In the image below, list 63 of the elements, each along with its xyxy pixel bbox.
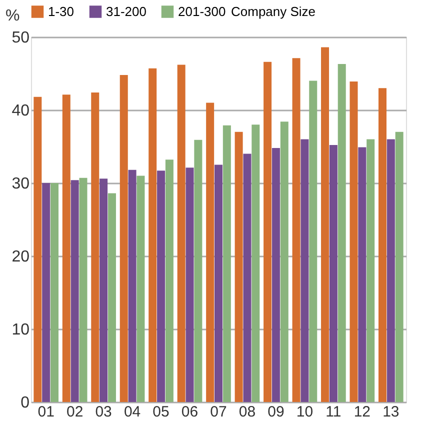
bar	[186, 168, 194, 402]
bar	[42, 183, 50, 402]
bar	[321, 47, 330, 402]
bar	[62, 94, 70, 402]
y-tick-label: 30	[12, 176, 30, 192]
y-axis-title: %	[6, 8, 20, 24]
x-tick-label: 11	[326, 404, 342, 420]
legend-label: 31-200	[106, 4, 146, 19]
y-tick-label: 40	[12, 102, 30, 120]
legend-label: 1-30	[48, 4, 74, 19]
bar	[300, 139, 309, 402]
bar	[79, 178, 88, 402]
bar	[214, 164, 222, 402]
x-tick-label: 09	[268, 404, 284, 420]
bar	[309, 80, 318, 402]
y-tick-label: 50	[12, 30, 30, 46]
bar	[157, 170, 166, 402]
x-tick-label: 06	[181, 404, 198, 420]
bar	[366, 139, 375, 402]
bar	[358, 147, 366, 402]
y-tick-label: 10	[12, 322, 30, 338]
bar	[194, 140, 202, 402]
bar	[378, 88, 386, 402]
x-tick-label: 01	[38, 404, 54, 420]
bar	[252, 124, 260, 402]
bar	[243, 154, 252, 402]
bar	[272, 148, 280, 402]
bar	[329, 145, 338, 402]
bar	[222, 125, 231, 402]
bar	[264, 62, 272, 402]
bar	[50, 183, 59, 402]
bar	[34, 96, 42, 402]
bar	[280, 122, 288, 402]
x-tick-label: 10	[296, 404, 314, 420]
bar	[292, 58, 300, 402]
bar	[234, 132, 243, 402]
x-tick-label: 08	[238, 404, 256, 420]
bar	[91, 92, 100, 402]
x-tick-label: 12	[354, 404, 371, 420]
legend-title: Company Size	[231, 4, 316, 19]
bar	[108, 193, 116, 402]
x-tick-label: 05	[152, 404, 170, 420]
bar	[148, 68, 157, 402]
bar	[128, 170, 136, 402]
bar	[165, 160, 174, 402]
bar	[120, 74, 128, 402]
bar	[206, 102, 214, 402]
y-tick-label: 0	[20, 394, 30, 412]
x-tick-label: 02	[66, 404, 84, 420]
bar	[177, 64, 186, 402]
bar	[70, 180, 79, 402]
bar	[136, 176, 145, 402]
bar	[350, 82, 358, 402]
x-tick-label: 13	[382, 404, 400, 420]
bar	[395, 132, 404, 402]
y-tick-label: 20	[12, 248, 30, 266]
x-tick-label: 07	[210, 404, 227, 420]
legend-label: 201-300	[178, 4, 226, 19]
bar	[100, 178, 108, 402]
bar	[386, 139, 395, 402]
x-tick-label: 04	[124, 404, 141, 420]
x-tick-label: 03	[95, 404, 112, 420]
bar	[338, 64, 346, 402]
